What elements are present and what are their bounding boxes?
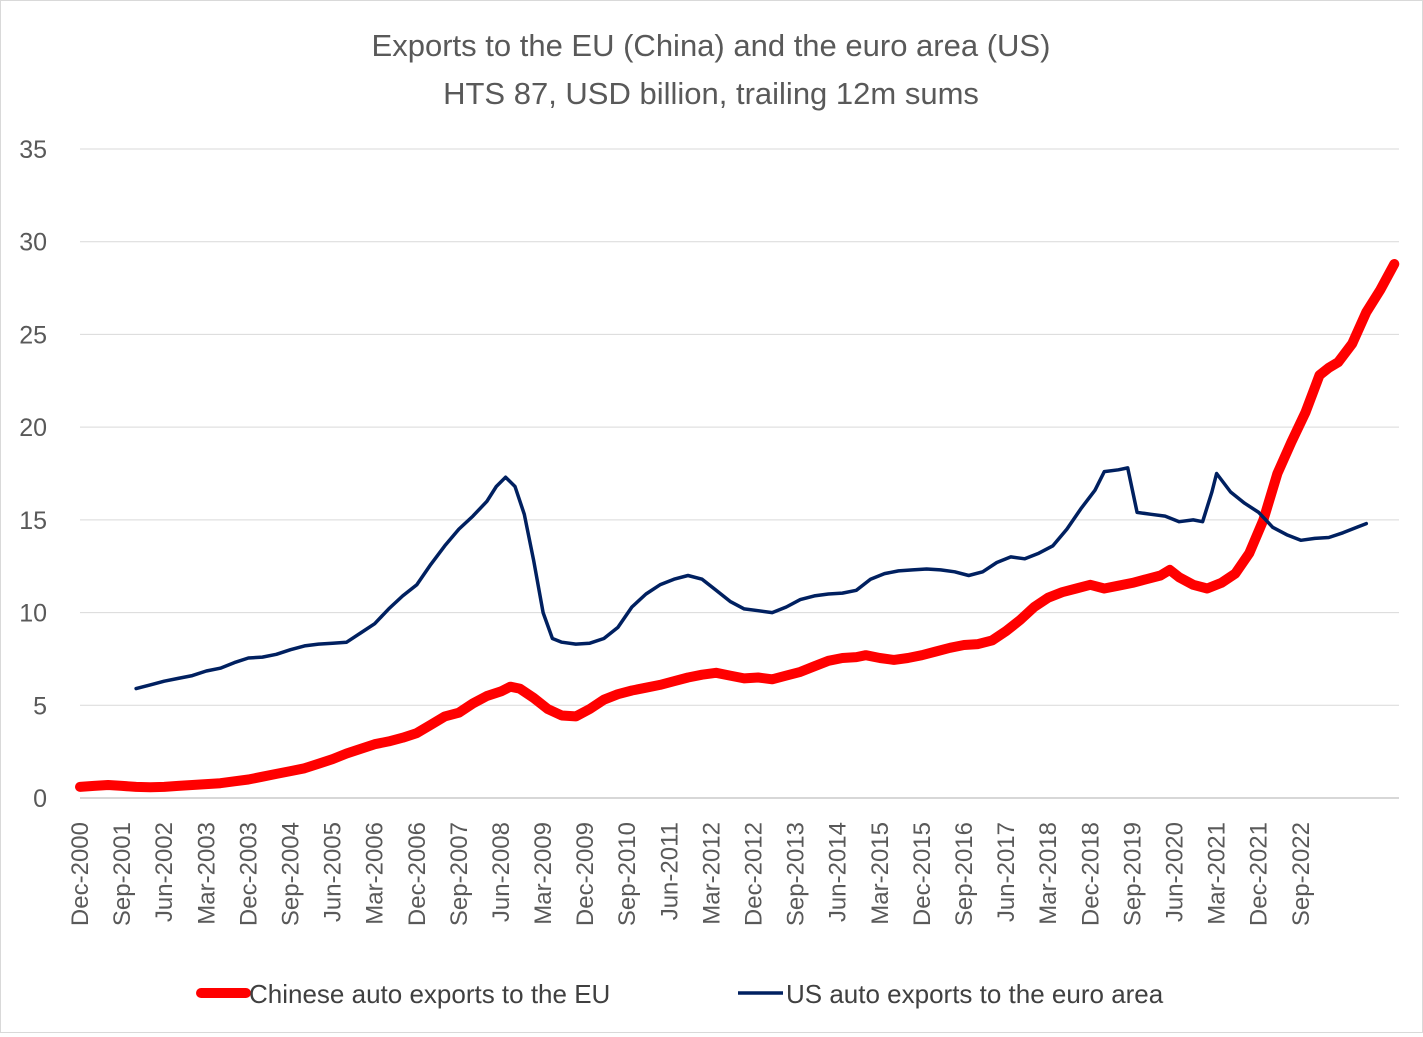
x-tick-label: Mar-2012 xyxy=(698,822,725,925)
x-tick-label: Sep-2016 xyxy=(951,822,978,926)
x-tick-label: Sep-2001 xyxy=(109,822,136,926)
y-tick-label: 10 xyxy=(19,600,47,628)
x-axis-ticks: Dec-2000 Sep-2001 Jun-2002 Mar-2003 Dec-2003… xyxy=(67,822,1315,926)
x-tick-label: Mar-2015 xyxy=(867,822,894,925)
x-tick-label: Mar-2009 xyxy=(530,822,557,925)
x-tick-label: Dec-2012 xyxy=(741,822,768,926)
x-tick-label: Sep-2004 xyxy=(277,822,304,926)
series-lines xyxy=(75,259,1400,793)
y-tick-label: 15 xyxy=(19,507,47,535)
x-tick-label: Mar-2006 xyxy=(362,822,389,925)
x-tick-label: Dec-2015 xyxy=(909,822,936,926)
legend-label-china: Chinese auto exports to the EU xyxy=(249,979,610,1009)
x-tick-label: Sep-2019 xyxy=(1119,822,1146,926)
x-tick-label: Sep-2022 xyxy=(1288,822,1315,926)
y-tick-label: 30 xyxy=(19,229,47,257)
legend-label-us: US auto exports to the euro area xyxy=(786,979,1164,1009)
x-tick-label: Mar-2018 xyxy=(1035,822,1062,925)
gridlines xyxy=(80,148,1399,799)
y-tick-label: 5 xyxy=(33,692,47,720)
x-tick-label: Dec-2009 xyxy=(572,822,599,926)
x-tick-label: Sep-2013 xyxy=(783,822,810,926)
chart-subtitle: HTS 87, USD billion, trailing 12m sums xyxy=(443,76,979,111)
x-tick-label: Jun-2011 xyxy=(656,822,683,920)
series-line-us xyxy=(134,466,1369,691)
x-tick-label: Jun-2017 xyxy=(993,822,1020,922)
x-tick-label: Sep-2010 xyxy=(614,822,641,926)
x-tick-label: Dec-2006 xyxy=(404,822,431,926)
x-tick-label: Dec-2000 xyxy=(67,822,94,926)
x-tick-label: Sep-2007 xyxy=(446,822,473,926)
y-tick-label: 25 xyxy=(19,321,47,349)
x-tick-label: Jun-2008 xyxy=(488,822,515,922)
x-tick-label: Dec-2018 xyxy=(1077,822,1104,926)
series-line-china xyxy=(75,259,1400,793)
y-axis-ticks: 0 5 10 15 20 25 30 35 xyxy=(19,136,47,813)
y-tick-label: 0 xyxy=(33,785,47,813)
x-tick-label: Dec-2021 xyxy=(1246,822,1273,926)
legend: Chinese auto exports to the EU US auto e… xyxy=(196,979,1164,1009)
y-tick-label: 20 xyxy=(19,414,47,442)
chart-title: Exports to the EU (China) and the euro a… xyxy=(372,28,1051,63)
x-tick-label: Jun-2005 xyxy=(320,822,347,922)
y-tick-label: 35 xyxy=(19,136,47,164)
x-tick-label: Jun-2002 xyxy=(151,822,178,922)
x-tick-label: Jun-2014 xyxy=(825,822,852,922)
x-tick-label: Mar-2003 xyxy=(193,822,220,925)
x-tick-label: Mar-2021 xyxy=(1204,822,1231,925)
x-tick-label: Jun-2020 xyxy=(1161,822,1188,922)
x-tick-label: Dec-2003 xyxy=(235,822,262,926)
